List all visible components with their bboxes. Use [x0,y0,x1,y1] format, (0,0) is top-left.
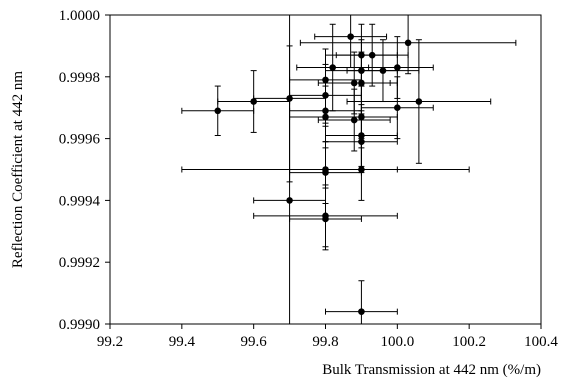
data-point-marker [358,79,365,87]
x-tick-label: 100.0 [380,334,414,350]
data-point-marker [250,98,257,105]
x-tick-label: 99.8 [312,334,338,350]
y-tick-label: 0.9992 [59,255,100,271]
data-point [296,23,370,112]
x-axis-title: Bulk Transmission at 442 nm (%/m) [322,362,541,378]
y-tick-label: 0.9990 [59,317,100,333]
data-point-marker [358,308,365,315]
data-point-marker [358,166,365,173]
data-point-marker [415,98,423,105]
data-point [289,187,362,251]
data-point [335,23,409,87]
data-point-marker [394,104,401,111]
y-tick-label: 0.9998 [59,70,100,86]
data-point [360,76,434,140]
data-point-marker [214,107,222,115]
x-tick-label: 100.2 [452,334,486,350]
data-point-marker [329,64,336,71]
data-point-marker [322,169,329,176]
data-point-marker [404,39,412,47]
data-point-marker [379,67,387,74]
data-point-marker [394,64,401,71]
data-point [181,85,255,137]
data-point [314,14,388,69]
y-axis-title: Reflection Coefficient at 442 nm [10,71,26,269]
y-axis: 0.9990 0.9992 0.9994 0.9996 0.9998 1.0000 [59,8,110,333]
data-point [253,45,326,325]
data-point [217,70,291,133]
x-tick-label: 99.2 [97,334,123,350]
data-point-marker [350,116,358,124]
data-point [317,88,391,152]
x-tick-label: 99.4 [169,334,196,350]
data-point-marker [368,51,376,59]
data-point [325,138,398,201]
data-point-marker [286,197,293,204]
x-tick-label: 100.4 [524,334,558,350]
y-tick-label: 0.9996 [59,132,101,148]
y-tick-label: 1.0000 [59,8,100,24]
data-point-marker [322,215,329,223]
data-point [360,36,434,99]
data-point [325,280,398,325]
y-tick-label: 0.9994 [59,193,101,209]
x-axis: 99.2 99.4 99.6 99.8 100.0 100.2 100.4 [97,324,558,350]
data-point-marker [347,33,354,40]
x-tick-label: 99.6 [241,334,268,350]
data-point [299,14,517,75]
chart-marks [181,14,517,325]
data-point [346,39,492,164]
